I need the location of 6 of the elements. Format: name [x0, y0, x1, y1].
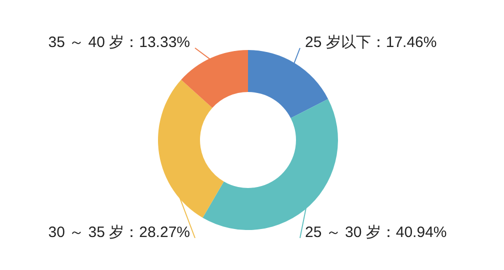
slice-label: 25 ～ 30 岁：40.94% [305, 224, 447, 241]
donut-slice [248, 50, 328, 118]
slice-label: 25 岁以下：17.46% [305, 34, 437, 51]
slice-label: 35 ～ 40 岁：13.33% [48, 34, 190, 51]
slice-label: 30 ～ 35 岁：28.27% [48, 224, 190, 241]
donut-slice [181, 50, 248, 108]
